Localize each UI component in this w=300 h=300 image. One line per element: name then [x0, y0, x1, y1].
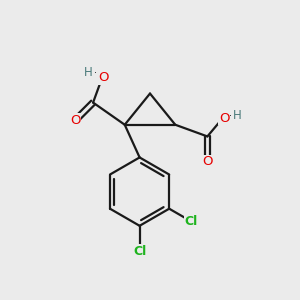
- Text: H: H: [84, 66, 93, 80]
- Text: Cl: Cl: [133, 244, 146, 258]
- Text: ·: ·: [94, 68, 97, 79]
- Text: ·: ·: [229, 111, 232, 122]
- Text: Cl: Cl: [184, 215, 198, 228]
- Text: O: O: [70, 114, 80, 127]
- Text: O: O: [219, 112, 230, 125]
- Text: O: O: [98, 71, 109, 84]
- Text: H: H: [232, 109, 241, 122]
- Text: O: O: [202, 155, 213, 168]
